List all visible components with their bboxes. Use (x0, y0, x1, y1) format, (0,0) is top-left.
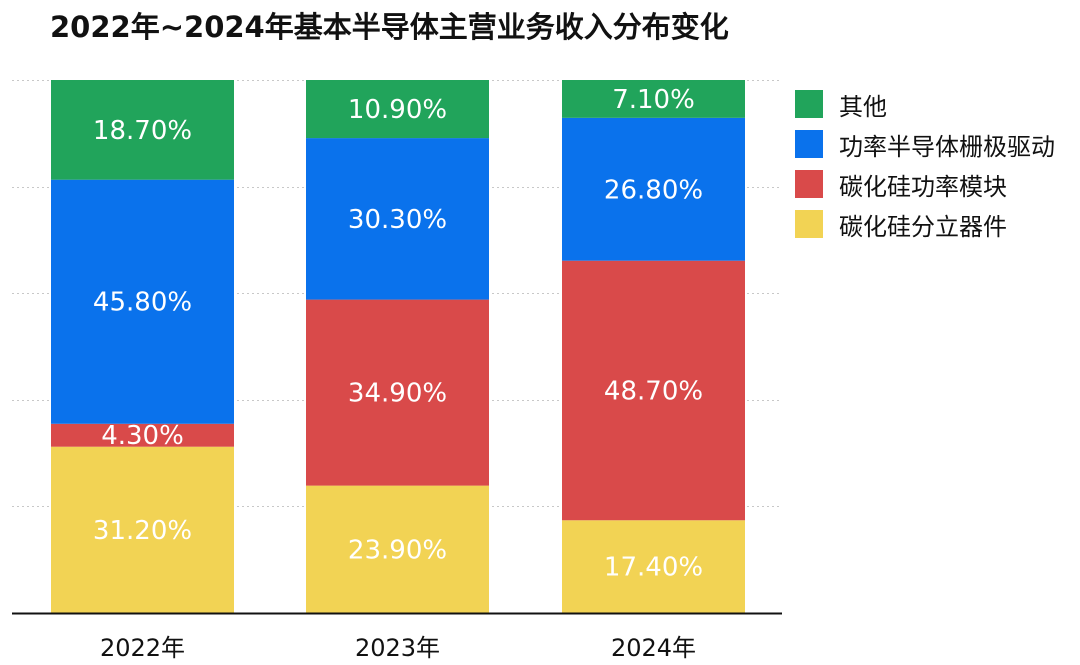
bar-segment (306, 485, 489, 613)
legend-item: 碳化硅功率模块 (795, 164, 1055, 204)
legend-item: 碳化硅分立器件 (795, 204, 1055, 244)
bar-value-label: 10.90% (348, 95, 447, 125)
bar-value-label: 7.10% (612, 85, 695, 115)
bar-value-label: 18.70% (93, 116, 192, 146)
bar-segment (562, 520, 745, 613)
legend-swatch (795, 210, 823, 238)
bar-segment (51, 80, 234, 180)
bar-segment (306, 299, 489, 486)
legend-swatch (795, 170, 823, 198)
bar-value-label: 4.30% (101, 421, 184, 451)
bar-segment (306, 138, 489, 300)
bar-value-label: 23.90% (348, 535, 447, 565)
legend-item: 其他 (795, 84, 1055, 124)
bar-segment (562, 260, 745, 521)
legend-label: 其他 (839, 92, 887, 121)
bar-segment (562, 80, 745, 118)
x-tick-label: 2022年 (100, 634, 185, 662)
bar-segment (562, 117, 745, 261)
bar-value-label: 48.70% (604, 376, 703, 406)
x-tick-labels: 2022年 2023年 2024年 (100, 634, 696, 662)
legend: 其他功率半导体栅极驱动 碳化硅功率模块 碳化硅分立器件 (795, 84, 1055, 244)
bar-value-label: 30.30% (348, 205, 447, 235)
legend-label: 碳化硅分立器件 (839, 212, 1007, 241)
bar-value-label: 34.90% (348, 379, 447, 409)
bar-value-label: 26.80% (604, 175, 703, 205)
legend-label: 碳化硅功率模块 (839, 172, 1007, 201)
bar-segment (51, 179, 234, 424)
bar-segment (51, 423, 234, 447)
bar-segment (306, 80, 489, 139)
x-tick-label: 2023年 (355, 634, 440, 662)
bar-value-label: 45.80% (93, 288, 192, 318)
x-tick-label: 2024年 (611, 634, 696, 662)
bars (51, 80, 745, 613)
bar-segment (51, 446, 234, 613)
legend-label: 功率半导体栅极驱动 (839, 132, 1055, 161)
chart-title: 2022年~2024年基本半导体主营业务收入分布变化 (50, 10, 729, 44)
legend-swatch (795, 90, 823, 118)
bar-value-label: 31.20% (93, 516, 192, 546)
bar-labels: 31.20% 4.30% 45.80% 18.70% 23.90% 34.90% 30.30… (93, 85, 703, 583)
bar-value-label: 17.40% (604, 553, 703, 583)
legend-swatch (795, 130, 823, 158)
legend-item: 功率半导体栅极驱动 (795, 124, 1055, 164)
